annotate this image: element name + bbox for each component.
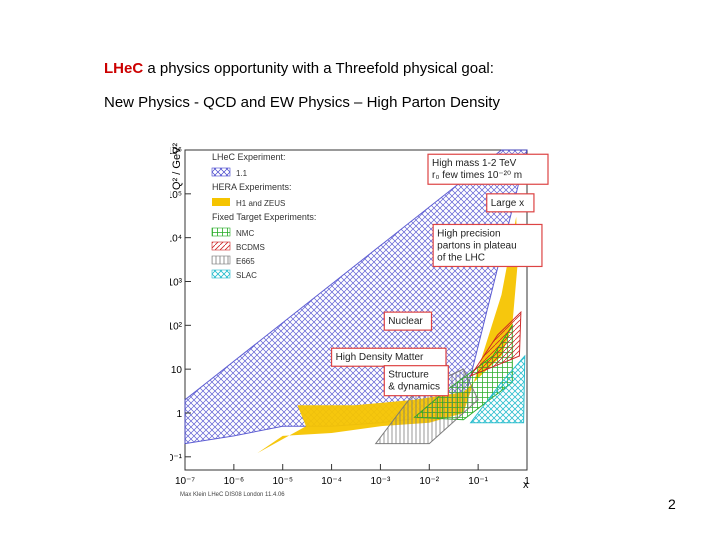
legend: LHeC Experiment: 1.1 HERA Experiments: H… (211, 152, 316, 280)
legend-label-e665: E665 (236, 257, 255, 266)
legend-swatch-hera (212, 198, 230, 206)
x-tick-label: 10⁻³ (371, 476, 391, 487)
legend-hera-title: HERA Experiments: (212, 182, 292, 192)
y-tick-label: 10² (170, 321, 183, 332)
x-tick-label: 10⁻⁴ (321, 476, 342, 487)
x-tick-label: 10⁻¹ (468, 476, 488, 487)
annotation-box: Large x (486, 193, 535, 213)
x-tick-label: 10⁻² (419, 476, 439, 487)
annotation-text: Large x (491, 198, 524, 209)
legend-label-lhec: 1.1 (236, 169, 248, 178)
legend-title: LHeC Experiment: (212, 152, 286, 162)
annotation-text: of the LHC (437, 252, 485, 263)
plot-frame (184, 149, 528, 471)
page-number: 2 (668, 496, 676, 512)
annotation-text: partons in plateau (437, 240, 517, 251)
annotation-text: r₀ few times 10⁻²⁰ m (432, 170, 522, 181)
annotation-frame (486, 193, 535, 213)
x-tick-label: 10⁻⁷ (175, 476, 195, 487)
annotation-text: High mass 1-2 TeV (432, 158, 517, 169)
region-e665 (374, 368, 479, 445)
title-rest: a physics opportunity with a Threefold p… (143, 60, 494, 77)
legend-label-bcdms: BCDMS (236, 243, 265, 252)
slide-title: LHeC a physics opportunity with a Threef… (104, 60, 494, 77)
legend-swatch-e665 (211, 255, 231, 265)
annotation-frame (432, 223, 543, 268)
y-tick-label: 1 (176, 409, 182, 420)
annotation-box: Structure& dynamics (383, 365, 449, 397)
annotation-frame (383, 365, 449, 397)
annotation-text: Structure (388, 370, 429, 381)
figure-footnote: Max Klein LHeC DIS08 London 11.4.06 (180, 492, 285, 498)
legend-label-nmc: NMC (236, 229, 254, 238)
annotation-box: Nuclear (383, 311, 433, 331)
legend-swatch-lhec (211, 167, 231, 177)
kinematic-plane-chart: 10⁻⁷ 10⁻⁶ 10⁻⁵ 10⁻⁴ 10⁻³ 10⁻² 10⁻¹ 1 10⁻¹ 1 10 10² 1… (170, 143, 549, 498)
x-tick-label: 10⁻⁶ (224, 476, 245, 487)
y-tick-label: 10⁶ (170, 146, 182, 157)
annotation-text: High Density Matter (336, 352, 424, 363)
x-tick-label: 10⁻⁵ (272, 476, 293, 487)
region-slac (469, 354, 526, 424)
y-tick-label: 10⁻¹ (170, 453, 183, 464)
legend-fixed-title: Fixed Target Experiments: (212, 212, 316, 222)
annotation-box: High Density Matter (330, 347, 447, 367)
y-tick-label: 10⁵ (170, 190, 182, 201)
y-tick-label: 10³ (170, 277, 183, 288)
legend-label-hera: H1 and ZEUS (236, 199, 285, 208)
title-accent: LHeC (104, 60, 144, 77)
x-tick-label: 1 (524, 476, 530, 487)
y-tick-label: 10 (171, 365, 183, 376)
annotation-frame (427, 153, 549, 185)
annotation-frame (383, 311, 433, 331)
y-axis-label: Q² / GeV² (171, 143, 183, 190)
y-tick-label: 10⁴ (170, 234, 182, 245)
annotation-text: High precision (437, 228, 500, 239)
slide-subtitle: New Physics - QCD and EW Physics – High … (104, 94, 500, 111)
region-bcdms (469, 310, 522, 377)
legend-label-slac: SLAC (236, 271, 257, 280)
annotation-text: Nuclear (388, 316, 423, 327)
x-axis-label: x (523, 479, 529, 491)
legend-swatch-bcdms (211, 241, 231, 251)
annotation-text: & dynamics (388, 382, 440, 393)
legend-swatch-slac (211, 269, 231, 279)
legend-swatch-nmc (211, 227, 231, 237)
